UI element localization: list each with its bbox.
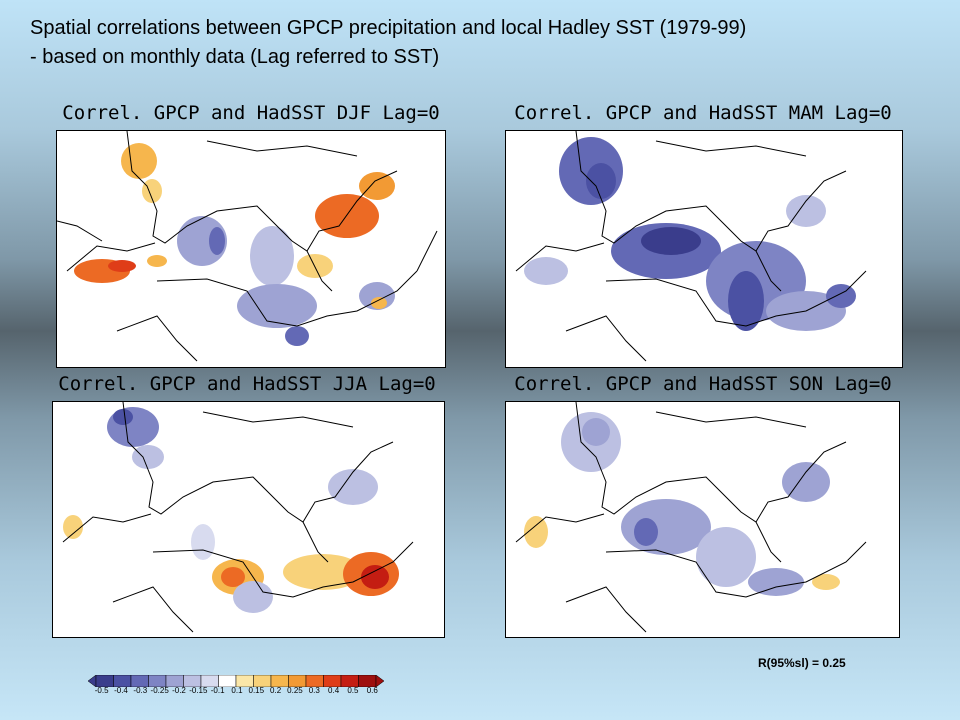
colorbar-tick-label: -0.1 (210, 686, 225, 695)
map-son-graphic (515, 402, 867, 633)
slide-heading: Spatial correlations between GPCP precip… (30, 14, 940, 72)
colorbar-tick-label: 0.6 (366, 686, 378, 695)
map-djf-graphic (57, 131, 438, 362)
colorbar-tick-label: 0.25 (287, 686, 303, 695)
colorbar-tick-label: 0.3 (308, 686, 320, 695)
map-panel-djf (56, 130, 446, 368)
correlation-field-djf (74, 131, 407, 351)
coastlines-mam (515, 131, 867, 362)
colorbar-tick-label: 0.2 (270, 686, 282, 695)
map-panel-son (505, 401, 900, 638)
colorbar-tick-label: 0.5 (347, 686, 359, 695)
colorbar-right-arrow (375, 675, 384, 687)
correlation-field-jja (63, 402, 408, 617)
colorbar-tick-label: 0.4 (328, 686, 340, 695)
map-jja-graphic (62, 402, 414, 633)
color-scale-bar (88, 675, 384, 687)
colorbar-tick-label: 0.1 (231, 686, 243, 695)
significance-note: R(95%sl) = 0.25 (758, 656, 846, 670)
colorbar-tick-label: -0.25 (150, 686, 169, 695)
correlation-field-son (516, 402, 856, 617)
heading-line-1: Spatial correlations between GPCP precip… (30, 17, 747, 39)
colorbar-tick-label: -0.15 (189, 686, 208, 695)
colorbar-tick-label: -0.2 (172, 686, 186, 695)
coastlines-djf (57, 131, 438, 362)
coastlines-jja (62, 402, 414, 633)
panel-title-jja: Correl. GPCP and HadSST JJA Lag=0 (58, 373, 436, 395)
color-scale-labels: -0.5 -0.4 -0.3 -0.25 -0.2 -0.15 -0.1 0.1 0.15 0.2… (92, 686, 382, 695)
colorbar-tick-label: -0.5 (94, 686, 109, 695)
map-mam-graphic (515, 131, 867, 362)
heading-line-2: - based on monthly data (Lag referred to… (30, 46, 440, 68)
map-panel-mam (505, 130, 903, 368)
panel-title-mam: Correl. GPCP and HadSST MAM Lag=0 (514, 102, 892, 124)
colorbar-tick-label: -0.4 (114, 686, 128, 695)
colorbar-tick-label: -0.3 (133, 686, 148, 695)
panel-title-djf: Correl. GPCP and HadSST DJF Lag=0 (62, 102, 440, 124)
coastlines-son (515, 402, 867, 633)
panel-title-son: Correl. GPCP and HadSST SON Lag=0 (514, 373, 892, 395)
colorbar-tick-label: 0.15 (248, 686, 265, 695)
map-panel-jja (52, 401, 445, 638)
correlation-field-mam (516, 131, 856, 346)
